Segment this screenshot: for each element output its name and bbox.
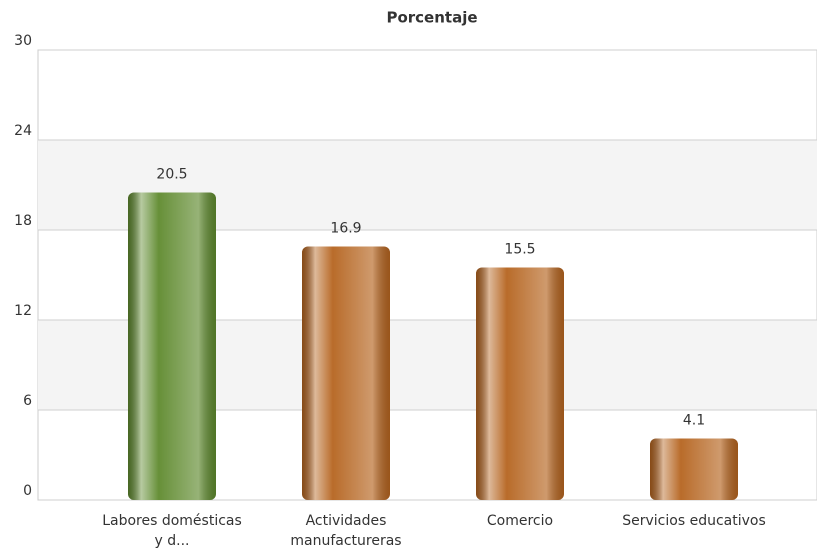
x-tick-label: Labores domésticas y d...: [102, 513, 242, 549]
y-tick-label: 18: [14, 213, 32, 229]
bar-shine: [650, 438, 738, 500]
bar-shine: [302, 246, 390, 500]
x-tick-label: Comercio: [486, 513, 554, 529]
y-tick-label: 0: [23, 483, 32, 499]
y-tick-label: 30: [14, 33, 32, 49]
value-label: 4.1: [683, 413, 705, 429]
bar-shine: [476, 267, 564, 500]
value-label: 16.9: [330, 221, 361, 237]
x-tick-label: Actividades manufactureras: [290, 513, 402, 549]
bar-shine: [128, 192, 216, 500]
x-tick-label: Servicios educativos: [622, 513, 766, 529]
chart-title: Porcentaje: [386, 9, 477, 27]
y-tick-label: 12: [14, 303, 32, 319]
value-label: 20.5: [156, 167, 187, 183]
y-tick-label: 6: [23, 393, 32, 409]
y-tick-label: 24: [14, 123, 32, 139]
value-label: 15.5: [504, 242, 535, 258]
